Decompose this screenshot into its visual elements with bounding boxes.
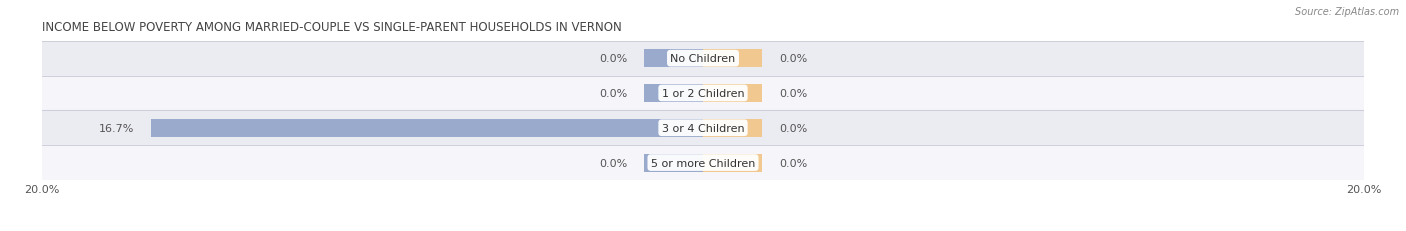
Bar xyxy=(644,85,703,103)
Bar xyxy=(703,50,762,68)
Text: 0.0%: 0.0% xyxy=(779,88,807,99)
Bar xyxy=(703,154,762,172)
Text: 0.0%: 0.0% xyxy=(599,54,627,64)
Text: No Children: No Children xyxy=(671,54,735,64)
Text: 0.0%: 0.0% xyxy=(779,158,807,168)
Bar xyxy=(42,146,1364,180)
Text: 1 or 2 Children: 1 or 2 Children xyxy=(662,88,744,99)
Bar xyxy=(644,50,703,68)
Bar xyxy=(644,154,703,172)
Bar xyxy=(42,42,1364,76)
Text: 0.0%: 0.0% xyxy=(779,54,807,64)
Text: 5 or more Children: 5 or more Children xyxy=(651,158,755,168)
Bar xyxy=(703,119,762,137)
Bar xyxy=(42,111,1364,146)
Bar xyxy=(703,85,762,103)
Text: 0.0%: 0.0% xyxy=(599,158,627,168)
Text: 3 or 4 Children: 3 or 4 Children xyxy=(662,123,744,133)
Text: 0.0%: 0.0% xyxy=(779,123,807,133)
Bar xyxy=(152,119,703,137)
Text: INCOME BELOW POVERTY AMONG MARRIED-COUPLE VS SINGLE-PARENT HOUSEHOLDS IN VERNON: INCOME BELOW POVERTY AMONG MARRIED-COUPL… xyxy=(42,21,621,33)
Text: 16.7%: 16.7% xyxy=(100,123,135,133)
Text: 0.0%: 0.0% xyxy=(599,88,627,99)
Text: Source: ZipAtlas.com: Source: ZipAtlas.com xyxy=(1295,7,1399,17)
Bar xyxy=(42,76,1364,111)
